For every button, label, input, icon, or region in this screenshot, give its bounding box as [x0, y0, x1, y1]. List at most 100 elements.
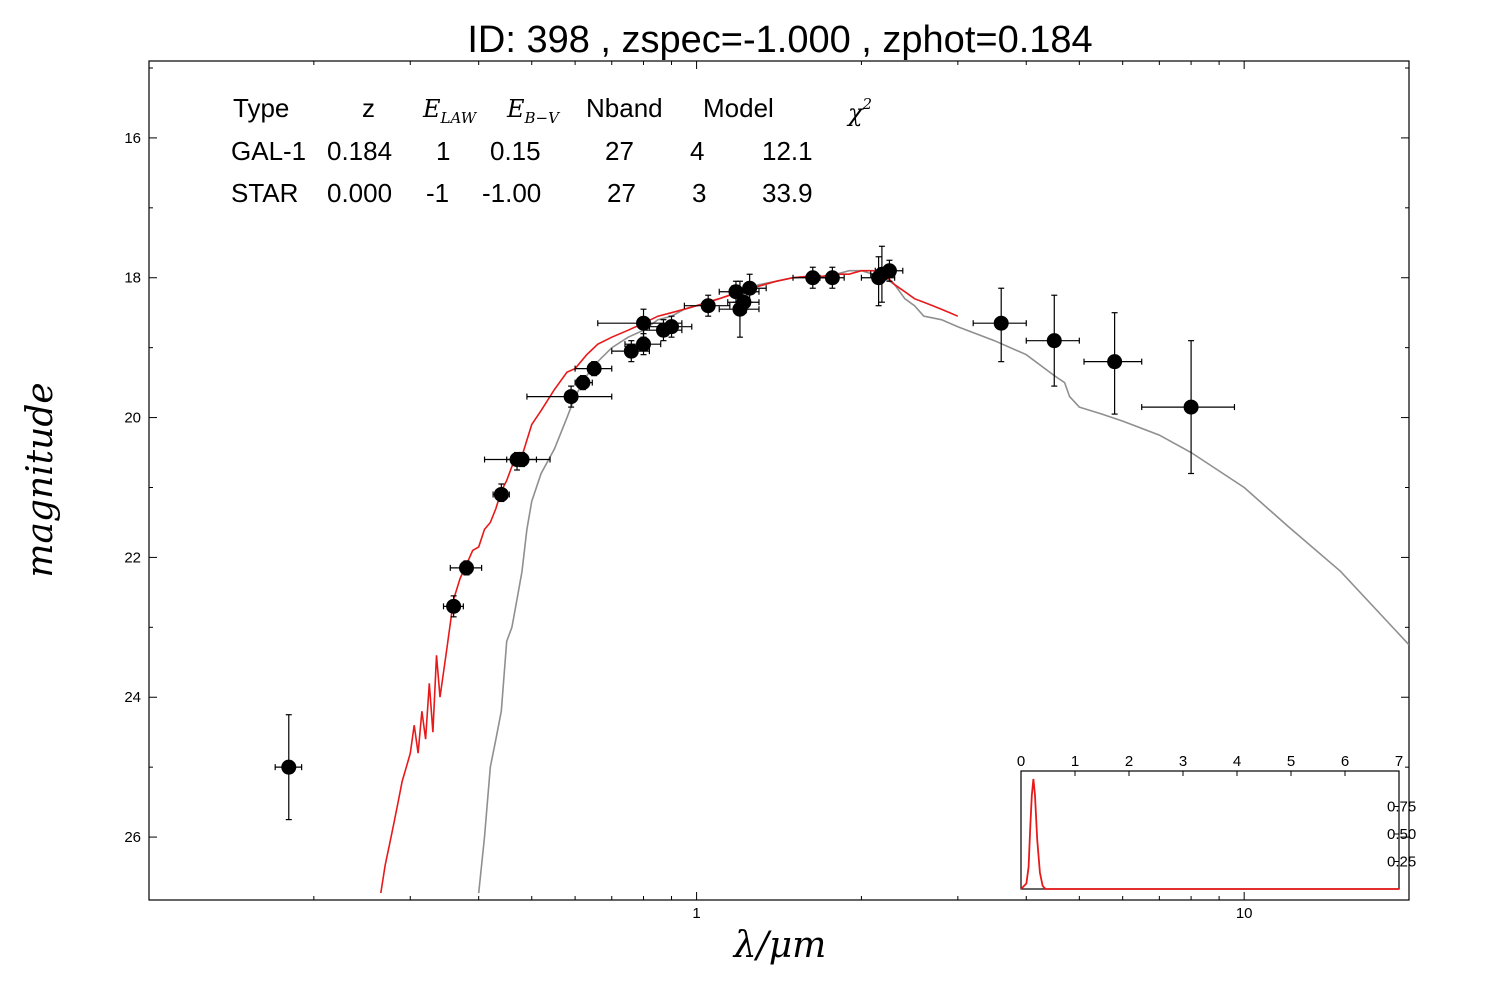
data-marker: [636, 315, 652, 331]
table-row-gal: GAL-1 0.184 1 0.15 27 4 12.1: [231, 136, 813, 166]
data-point-20: [819, 266, 845, 289]
inset-frame: [1020, 770, 1400, 890]
y-tick-label-18: 18: [124, 270, 141, 287]
table-header-model: Model: [703, 93, 774, 123]
data-marker: [824, 270, 840, 286]
data-marker: [446, 598, 462, 614]
gal-z: 0.184: [327, 136, 392, 166]
data-marker: [623, 343, 639, 359]
data-point-25: [1025, 294, 1080, 387]
ebv-sub: B−V: [524, 109, 562, 127]
inset-y-tick-label-0.75: 0.75: [1387, 799, 1416, 816]
elaw-sub: LAW: [440, 109, 478, 127]
data-point-0: [274, 714, 303, 821]
data-marker: [993, 315, 1009, 331]
data-marker: [586, 361, 602, 377]
y-tick-label-26: 26: [124, 829, 141, 846]
data-marker: [458, 560, 474, 576]
data-marker: [636, 336, 652, 352]
data-point-5: [506, 451, 538, 468]
inset-x-tick-label-3: 3: [1179, 753, 1187, 770]
data-marker: [664, 319, 680, 335]
data-marker: [805, 270, 821, 286]
data-marker: [514, 452, 530, 468]
gal-ebv: 0.15: [490, 136, 541, 166]
table-header-ebv: EB−V: [506, 95, 561, 127]
table-header-elaw: ELAW: [422, 95, 478, 127]
inset-pdf-curve: [1020, 778, 1399, 890]
gal-chi2: 12.1: [762, 136, 813, 166]
inset-x-tick-label-0: 0: [1017, 753, 1025, 770]
y-tick-label-20: 20: [124, 410, 141, 427]
data-point-19: [792, 266, 832, 289]
data-marker: [493, 486, 509, 502]
redshift-pdf-inset: 0 1 2 3 4 5 6 7 0.25 0.50 0.75: [1017, 753, 1416, 890]
data-point-13: [648, 315, 693, 338]
data-point-7: [574, 375, 593, 391]
y-tick-label-24: 24: [124, 689, 141, 706]
data-point-11: [597, 308, 683, 338]
gal-nband: 27: [605, 136, 634, 166]
data-marker: [742, 280, 758, 296]
y-tick-label-22: 22: [124, 549, 141, 566]
star-elaw: -1: [426, 178, 449, 208]
inset-y-tick-label-0.5: 0.50: [1387, 826, 1416, 843]
inset-x-tick-label-6: 6: [1341, 753, 1349, 770]
chart-title: ID: 398 , zspec=-1.000 , zphot=0.184: [467, 19, 1092, 61]
star-z: 0.000: [327, 178, 392, 208]
data-point-8: [574, 361, 613, 377]
data-point-1: [442, 595, 464, 618]
table-header-nband: Nband: [586, 93, 663, 123]
data-marker: [881, 263, 897, 279]
data-point-18: [731, 273, 767, 303]
ebv-main: E: [506, 95, 525, 123]
table-row-star: STAR 0.000 -1 -1.00 27 3 33.9: [231, 178, 813, 208]
chi-main: χ: [846, 99, 864, 127]
inset-x-tick-label-4: 4: [1233, 753, 1241, 770]
gal-model: 4: [690, 136, 704, 166]
data-marker: [736, 294, 752, 310]
data-marker: [281, 759, 297, 775]
data-point-3: [492, 483, 510, 503]
inset-content: 0 1 2 3 4 5 6 7 0.25 0.50 0.75: [1017, 753, 1416, 890]
inset-x-tick-label-2: 2: [1125, 753, 1133, 770]
star-ebv: -1.00: [482, 178, 541, 208]
data-point-24: [972, 287, 1027, 363]
inset-x-tick-label-1: 1: [1071, 753, 1079, 770]
model-curves: [380, 269, 1409, 894]
data-marker: [1046, 333, 1062, 349]
data-point-26: [1083, 312, 1143, 415]
data-point-2: [449, 560, 483, 576]
x-tick-label-1: 1: [692, 905, 700, 922]
chi-sup: 2: [862, 95, 873, 113]
inset-x-tick-label-5: 5: [1287, 753, 1295, 770]
inset-x-tick-label-7: 7: [1395, 753, 1403, 770]
gal-elaw: 1: [436, 136, 450, 166]
plot-frame: [148, 60, 1410, 901]
star-type: STAR: [231, 178, 298, 208]
gal-type: GAL-1: [231, 136, 306, 166]
data-marker: [700, 298, 716, 314]
y-tick-label-16: 16: [124, 130, 141, 147]
x-axis-label: λ/μm: [732, 925, 826, 966]
elaw-main: E: [422, 95, 441, 123]
data-marker: [1107, 354, 1123, 370]
inset-y-tick-label-0.25: 0.25: [1387, 854, 1416, 871]
table-header-type: Type: [233, 93, 289, 123]
table-header-chi2: χ2: [846, 95, 872, 127]
data-point-14: [683, 294, 731, 317]
data-point-23: [874, 259, 904, 282]
fit-table: Type z ELAW EB−V Nband Model χ2 GAL-1 0.…: [231, 93, 872, 208]
data-point-27: [1141, 340, 1236, 475]
table-header-z: z: [362, 93, 375, 123]
photometry-points: [274, 245, 1236, 821]
star-chi2: 33.9: [762, 178, 813, 208]
data-marker: [1183, 399, 1199, 415]
data-marker: [563, 389, 579, 405]
star-model: 3: [692, 178, 706, 208]
data-marker: [575, 375, 591, 391]
data-point-6: [526, 385, 613, 408]
x-tick-label-10: 10: [1236, 905, 1253, 922]
